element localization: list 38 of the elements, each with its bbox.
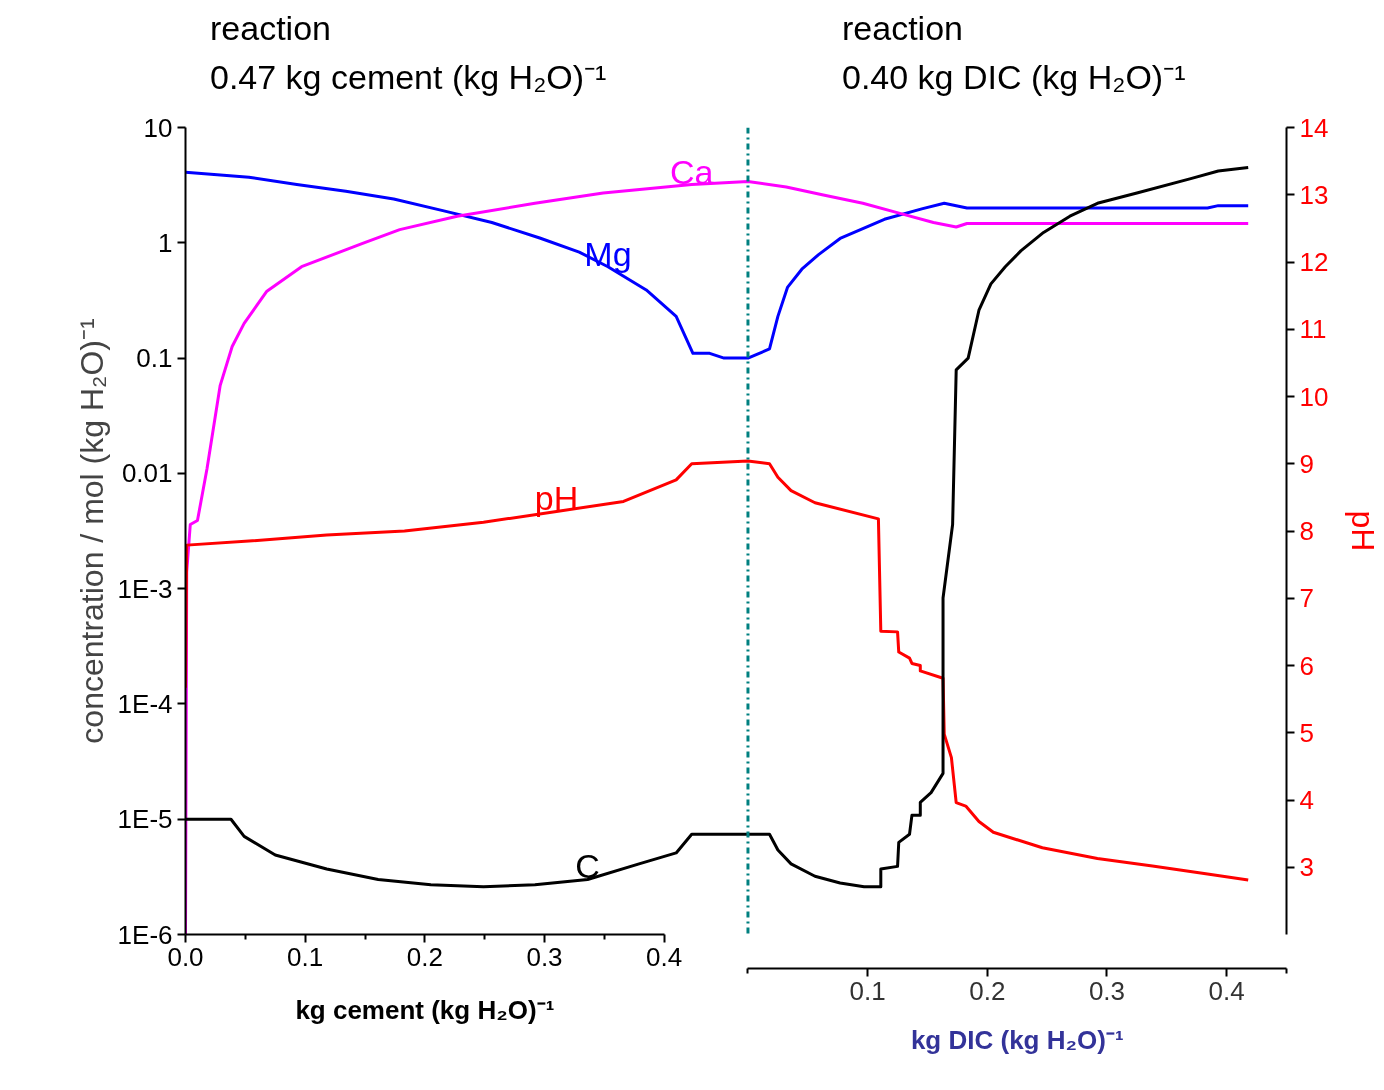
x2-tick-label: 0.3 — [1088, 975, 1126, 1006]
x-tick-label: 0.4 — [646, 941, 683, 972]
x2-tick-label: 0.4 — [1208, 975, 1245, 1006]
y2-tick-label: 5 — [1299, 717, 1314, 748]
y2-tick-label: 14 — [1299, 112, 1329, 143]
y2-tick-label: 13 — [1299, 179, 1329, 210]
y2-tick-label: 7 — [1299, 583, 1314, 614]
x-axis-title: kg cement (kg H₂O)⁻¹ — [295, 994, 555, 1025]
line-series — [185, 459, 1250, 882]
series-label: C — [575, 847, 600, 886]
text: reaction 0.47 kg cement (kg H₂O)⁻¹ — [210, 8, 607, 99]
y2-tick-label: 12 — [1299, 247, 1329, 277]
y2-axis-title: pH — [1345, 510, 1382, 552]
y2-tick-label: 10 — [1299, 381, 1329, 412]
y2-tick-label: 3 — [1299, 852, 1314, 883]
x2-tick-label: 0.2 — [969, 975, 1006, 1006]
y2-tick-label: 9 — [1299, 448, 1314, 479]
y-tick-label: 1 — [158, 227, 173, 258]
y-axis-title: concentration / mol (kg H₂O)⁻¹ — [73, 318, 110, 744]
text: reaction 0.40 kg DIC (kg H₂O)⁻¹ — [842, 8, 1186, 99]
x-tick-label: 0.3 — [526, 941, 563, 972]
series-label: Mg — [584, 234, 632, 273]
y2-tick-label: 4 — [1299, 785, 1314, 815]
y-tick-label: 1E-3 — [117, 573, 173, 604]
x2-axis-title: kg DIC (kg H₂O)⁻¹ — [910, 1024, 1124, 1055]
y-tick-label: 10 — [143, 112, 173, 143]
y2-tick-label: 8 — [1299, 516, 1314, 546]
series-label: Ca — [669, 152, 714, 191]
x2-tick-label: 0.1 — [849, 975, 886, 1006]
y-tick-label: 0.01 — [121, 458, 173, 489]
x-tick-label: 0.1 — [287, 941, 324, 972]
y-tick-label: 1E-5 — [117, 804, 173, 835]
y-tick-label: 1E-4 — [117, 688, 173, 719]
y2-tick-label: 11 — [1299, 314, 1327, 345]
x-tick-label: 0.2 — [406, 941, 443, 972]
series-label: pH — [534, 479, 579, 518]
y2-tick-label: 6 — [1299, 650, 1314, 681]
y-tick-label: 0.1 — [136, 343, 173, 374]
